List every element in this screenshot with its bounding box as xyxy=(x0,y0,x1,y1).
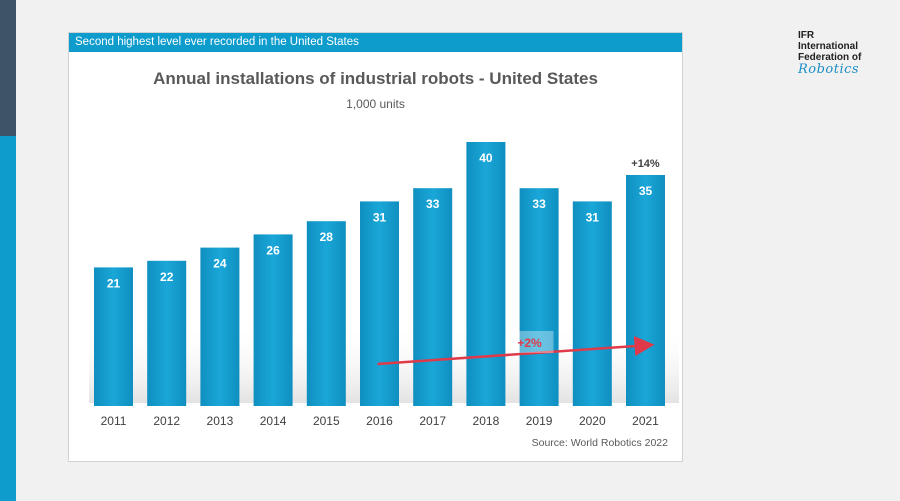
chart-card: Second highest level ever recorded in th… xyxy=(68,32,683,462)
x-tick-2014: 2014 xyxy=(260,414,287,428)
bar-2020 xyxy=(572,201,612,406)
headline-banner: Second highest level ever recorded in th… xyxy=(69,33,682,52)
x-tick-2011: 2011 xyxy=(101,414,127,428)
x-tick-2013: 2013 xyxy=(207,414,234,428)
side-accent-dark xyxy=(0,0,16,136)
bar-2019 xyxy=(519,188,559,406)
data-label-2012: 22 xyxy=(160,270,174,284)
x-tick-2017: 2017 xyxy=(419,414,446,428)
bar-2012 xyxy=(147,260,187,406)
bar-2015 xyxy=(306,221,346,406)
data-label-2015: 28 xyxy=(320,230,334,244)
logo-text-robotics: Robotics xyxy=(798,62,860,77)
x-tick-2020: 2020 xyxy=(579,414,606,428)
chart-title: Annual installations of industrial robot… xyxy=(153,69,598,88)
data-label-2021: 35 xyxy=(639,184,653,198)
growth-annotation-2021: +14% xyxy=(631,158,660,170)
x-tick-2015: 2015 xyxy=(313,414,340,428)
data-label-2019: 33 xyxy=(532,197,546,211)
source-note: Source: World Robotics 2022 xyxy=(531,437,668,449)
bar-2021 xyxy=(626,175,665,406)
trend-arrow xyxy=(377,336,655,366)
side-accent-blue xyxy=(0,136,16,501)
data-label-2016: 31 xyxy=(373,210,387,224)
x-tick-2018: 2018 xyxy=(473,414,500,428)
x-tick-2012: 2012 xyxy=(153,414,180,428)
bar-2013 xyxy=(200,247,240,406)
x-tick-2019: 2019 xyxy=(526,414,553,428)
logo-text-federation: Federation of xyxy=(798,52,862,63)
chart-subtitle: 1,000 units xyxy=(346,97,405,111)
data-label-2017: 33 xyxy=(426,197,440,211)
trend-label-bg xyxy=(505,331,554,353)
data-label-2018: 40 xyxy=(479,151,493,165)
bar-2011 xyxy=(94,267,133,406)
ifr-logo: IFR International Federation of Robotics xyxy=(798,30,893,76)
bar-2017 xyxy=(413,188,453,406)
bar-2016 xyxy=(360,201,399,406)
data-label-2014: 26 xyxy=(266,243,280,257)
logo-text-international: International xyxy=(798,41,859,52)
bar-2014 xyxy=(253,234,293,406)
data-label-2011: 21 xyxy=(107,276,121,290)
data-label-2020: 31 xyxy=(586,210,600,224)
trend-label: +2% xyxy=(517,336,542,350)
bar-2018 xyxy=(466,142,506,406)
bar-chart: 21 22 24 26 28 31 33 40 33 31 35 2011 2012 2013 2014 2… xyxy=(89,142,679,428)
data-label-2013: 24 xyxy=(213,257,227,271)
x-tick-2021: 2021 xyxy=(632,414,659,428)
x-tick-2016: 2016 xyxy=(366,414,393,428)
logo-text-ifr: IFR xyxy=(798,30,815,41)
